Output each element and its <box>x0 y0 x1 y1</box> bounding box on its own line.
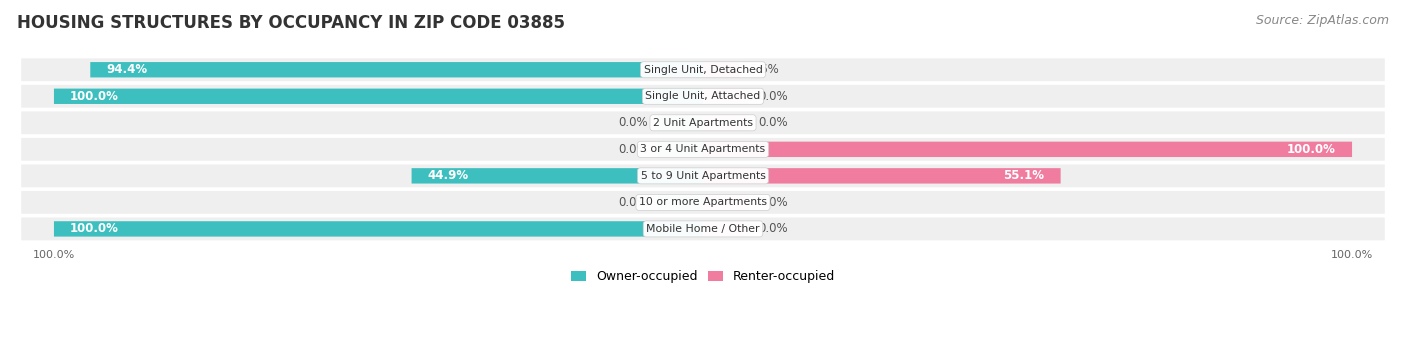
Text: 2 Unit Apartments: 2 Unit Apartments <box>652 118 754 128</box>
Text: 100.0%: 100.0% <box>70 222 120 235</box>
Text: Single Unit, Attached: Single Unit, Attached <box>645 91 761 101</box>
Text: 3 or 4 Unit Apartments: 3 or 4 Unit Apartments <box>641 144 765 154</box>
Text: 0.0%: 0.0% <box>758 116 787 129</box>
Text: 0.0%: 0.0% <box>758 196 787 209</box>
FancyBboxPatch shape <box>703 221 748 237</box>
Legend: Owner-occupied, Renter-occupied: Owner-occupied, Renter-occupied <box>567 265 839 288</box>
FancyBboxPatch shape <box>658 115 703 131</box>
FancyBboxPatch shape <box>703 142 1353 157</box>
FancyBboxPatch shape <box>703 62 740 77</box>
Text: HOUSING STRUCTURES BY OCCUPANCY IN ZIP CODE 03885: HOUSING STRUCTURES BY OCCUPANCY IN ZIP C… <box>17 14 565 32</box>
Text: Mobile Home / Other: Mobile Home / Other <box>647 224 759 234</box>
FancyBboxPatch shape <box>21 112 1385 134</box>
Text: 100.0%: 100.0% <box>70 90 120 103</box>
FancyBboxPatch shape <box>21 164 1385 187</box>
Text: 0.0%: 0.0% <box>619 116 648 129</box>
FancyBboxPatch shape <box>703 115 748 131</box>
Text: 0.0%: 0.0% <box>619 143 648 156</box>
Text: 100.0%: 100.0% <box>1286 143 1336 156</box>
FancyBboxPatch shape <box>21 85 1385 108</box>
Text: 0.0%: 0.0% <box>619 196 648 209</box>
Text: 55.1%: 55.1% <box>1004 169 1045 182</box>
FancyBboxPatch shape <box>412 168 703 183</box>
FancyBboxPatch shape <box>21 191 1385 214</box>
Text: 44.9%: 44.9% <box>427 169 470 182</box>
FancyBboxPatch shape <box>703 195 748 210</box>
FancyBboxPatch shape <box>53 89 703 104</box>
FancyBboxPatch shape <box>21 138 1385 161</box>
Text: 0.0%: 0.0% <box>758 90 787 103</box>
Text: 5 to 9 Unit Apartments: 5 to 9 Unit Apartments <box>641 171 765 181</box>
FancyBboxPatch shape <box>703 168 1060 183</box>
Text: Single Unit, Detached: Single Unit, Detached <box>644 65 762 75</box>
FancyBboxPatch shape <box>658 195 703 210</box>
FancyBboxPatch shape <box>21 218 1385 240</box>
FancyBboxPatch shape <box>21 58 1385 81</box>
Text: 0.0%: 0.0% <box>758 222 787 235</box>
FancyBboxPatch shape <box>703 89 748 104</box>
Text: 5.6%: 5.6% <box>749 63 779 76</box>
Text: 94.4%: 94.4% <box>107 63 148 76</box>
FancyBboxPatch shape <box>658 142 703 157</box>
FancyBboxPatch shape <box>53 221 703 237</box>
FancyBboxPatch shape <box>90 62 703 77</box>
Text: Source: ZipAtlas.com: Source: ZipAtlas.com <box>1256 14 1389 27</box>
Text: 10 or more Apartments: 10 or more Apartments <box>638 197 768 207</box>
